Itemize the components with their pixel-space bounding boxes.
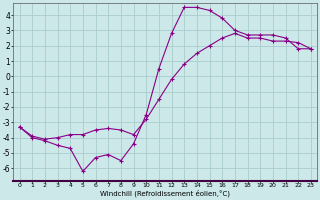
X-axis label: Windchill (Refroidissement éolien,°C): Windchill (Refroidissement éolien,°C) [100, 190, 230, 197]
